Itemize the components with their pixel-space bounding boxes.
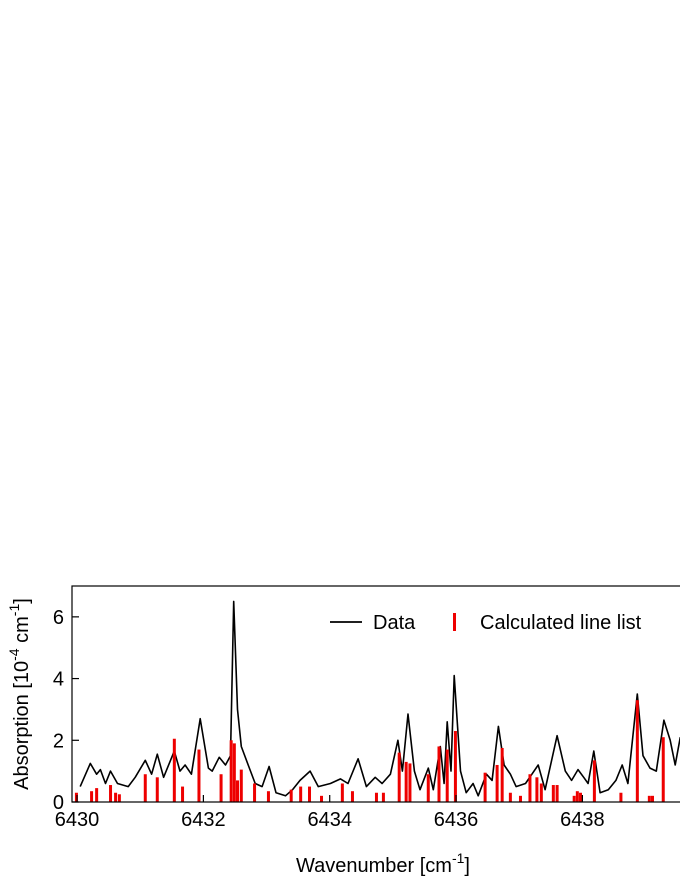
stick [551, 785, 555, 802]
y-tick-label: 2 [53, 730, 64, 752]
stick [426, 774, 430, 802]
stick [555, 785, 559, 802]
stick [155, 777, 159, 802]
stick [340, 783, 344, 802]
stick [181, 786, 185, 802]
stick [408, 763, 412, 802]
stick [635, 700, 639, 802]
stick [661, 737, 665, 802]
stick [508, 792, 512, 802]
stick [239, 769, 243, 802]
stick [95, 788, 99, 802]
x-tick-label: 6436 [434, 809, 479, 831]
stick [539, 783, 543, 802]
stick [74, 792, 78, 802]
stick [229, 740, 233, 802]
stick [619, 792, 623, 802]
x-tick-label: 6430 [55, 809, 100, 831]
x-tick-label: 6434 [307, 809, 352, 831]
legend-label: Data [373, 612, 416, 634]
stick [572, 795, 576, 802]
stick [381, 792, 385, 802]
stick [172, 738, 176, 802]
stick [592, 760, 596, 802]
stick [143, 774, 147, 802]
stick [109, 785, 113, 802]
plot-frame [71, 585, 680, 803]
stick [578, 792, 582, 802]
x-tick-label: 6438 [560, 809, 605, 831]
stick [535, 777, 539, 802]
stick [266, 791, 270, 802]
stick [528, 774, 532, 802]
x-label-part: Wavenumber [cm [296, 855, 452, 877]
stick [445, 749, 449, 802]
stick [253, 783, 257, 802]
stick [320, 795, 324, 802]
y-tick-label: 6 [53, 607, 64, 629]
stick [117, 794, 121, 802]
x-label-sup: -1 [452, 850, 465, 866]
y-label-part: ] [11, 598, 33, 604]
y-tick-label: 4 [53, 669, 64, 691]
legend-swatch [453, 613, 456, 631]
stick [518, 795, 522, 802]
plot [74, 600, 680, 802]
stick [575, 791, 579, 802]
stick [647, 795, 651, 802]
y-axis-label: Absorption [10-4 cm-1] [6, 598, 33, 790]
y-tick-label: 0 [53, 792, 64, 814]
x-tick-label: 6432 [181, 809, 226, 831]
x-label-part: ] [464, 855, 470, 877]
stick [219, 774, 223, 802]
stick [404, 761, 408, 802]
stick [483, 772, 487, 802]
stick [197, 749, 201, 802]
y-label-part: cm [11, 616, 33, 648]
stick [350, 791, 354, 802]
y-label-sup: -4 [6, 648, 22, 661]
stick [397, 752, 401, 802]
stick [232, 743, 236, 802]
legend-label: Calculated line list [480, 612, 642, 634]
stick [374, 792, 378, 802]
stick [114, 792, 118, 802]
stick [500, 748, 504, 802]
stick [495, 764, 499, 802]
y-label-part: Absorption [10 [11, 661, 33, 790]
stick [437, 746, 441, 802]
stick [308, 786, 312, 802]
stick [299, 786, 303, 802]
stick [651, 795, 655, 802]
y-label-sup: -1 [6, 604, 22, 617]
stick [289, 789, 293, 802]
stick [453, 731, 457, 802]
stick [90, 791, 94, 802]
stick [235, 780, 239, 802]
x-axis-label: Wavenumber [cm-1] [296, 850, 470, 877]
